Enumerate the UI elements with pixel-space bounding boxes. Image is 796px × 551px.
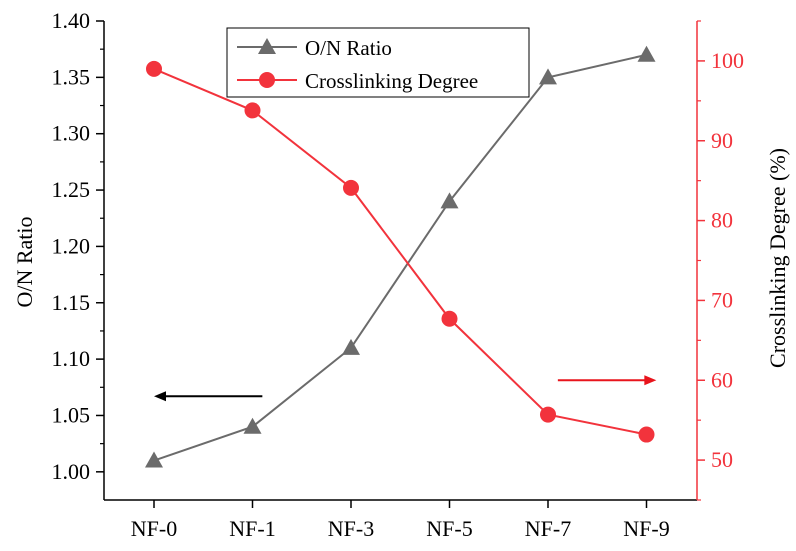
data-point-triangle bbox=[637, 45, 656, 62]
annotation-layer bbox=[154, 375, 657, 402]
left-tick-label: 1.10 bbox=[52, 346, 91, 371]
series-line-1 bbox=[153, 67, 647, 436]
data-point-circle bbox=[441, 310, 458, 327]
data-point-triangle bbox=[243, 417, 262, 434]
left-tick-label: 1.20 bbox=[52, 233, 91, 258]
x-tick-label: NF-3 bbox=[328, 516, 374, 541]
data-point-triangle bbox=[539, 68, 557, 85]
series-layer bbox=[145, 45, 656, 468]
x-tick-label: NF-1 bbox=[229, 516, 275, 541]
data-point-circle bbox=[343, 179, 359, 196]
x-tick-label: NF-5 bbox=[426, 516, 472, 541]
left-tick-label: 1.30 bbox=[52, 121, 91, 146]
right-tick-label: 50 bbox=[711, 447, 733, 472]
left-axis-title: O/N Ratio bbox=[12, 216, 37, 307]
arrow-right-head bbox=[644, 375, 657, 386]
right-tick-label: 70 bbox=[711, 287, 733, 312]
right-axis-ticks: 50 60 70 80 90 100 bbox=[697, 20, 744, 501]
legend-marker-circle bbox=[259, 72, 275, 88]
legend-marker-triangle bbox=[258, 38, 276, 54]
arrow-left-head bbox=[154, 391, 166, 402]
data-point-triangle bbox=[342, 338, 360, 355]
left-tick-label: 1.35 bbox=[52, 64, 91, 89]
right-tick-label: 90 bbox=[711, 128, 733, 153]
left-tick-label: 1.25 bbox=[52, 177, 91, 202]
data-point-circle bbox=[244, 102, 261, 119]
series-line-0 bbox=[153, 53, 647, 462]
x-tick-label: NF-0 bbox=[131, 516, 177, 541]
left-tick-label: 1.15 bbox=[52, 290, 91, 315]
x-axis-ticks: NF-0 NF-1 NF-3 NF-5 NF-7 NF-9 bbox=[131, 500, 670, 541]
data-point-triangle bbox=[440, 192, 459, 209]
legend-label-on-ratio: O/N Ratio bbox=[305, 36, 392, 60]
left-axis-ticks: 1.00 1.05 1.10 1.15 1.20 1.25 1.30 1.35 1.40 bbox=[52, 8, 104, 484]
left-tick-label: 1.00 bbox=[52, 459, 91, 484]
x-tick-label: NF-9 bbox=[623, 516, 669, 541]
data-point-circle bbox=[540, 406, 556, 423]
legend-box bbox=[226, 27, 530, 98]
right-tick-label: 100 bbox=[711, 48, 744, 73]
data-point-circle bbox=[638, 426, 655, 443]
legend-label-crosslinking: Crosslinking Degree bbox=[305, 69, 478, 93]
left-tick-label: 1.40 bbox=[52, 8, 91, 33]
data-point-circle bbox=[146, 60, 162, 77]
data-point-triangle bbox=[145, 451, 163, 468]
right-tick-label: 80 bbox=[711, 208, 733, 233]
x-tick-label: NF-7 bbox=[525, 516, 571, 541]
right-tick-label: 60 bbox=[711, 367, 733, 392]
right-axis-title: Crosslinking Degree (%) bbox=[765, 148, 790, 368]
legend: O/N Ratio Crosslinking Degree bbox=[226, 27, 530, 98]
left-tick-label: 1.05 bbox=[52, 402, 91, 427]
